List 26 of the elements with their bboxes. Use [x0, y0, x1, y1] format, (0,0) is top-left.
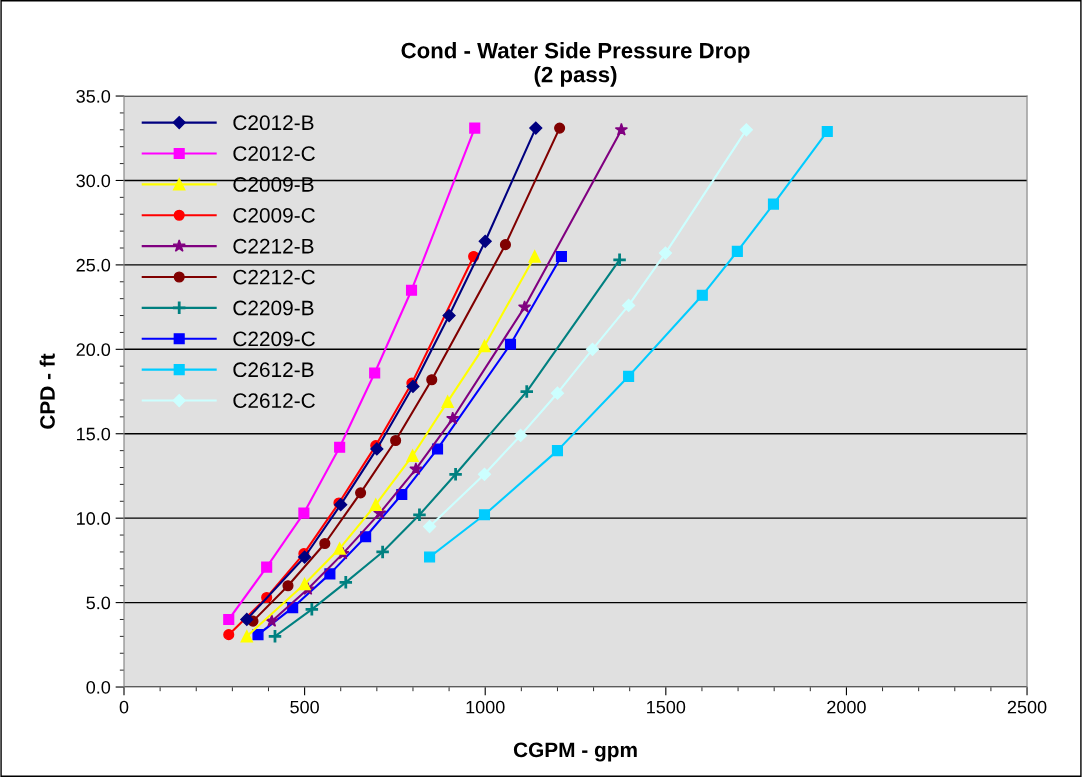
y-tick-label: 10.0: [77, 512, 111, 525]
x-tick-label: 0: [119, 700, 129, 714]
legend-label: C2209-B: [233, 300, 314, 316]
y-tick-label: 15.0: [77, 427, 111, 441]
x-tick-label: 1000: [466, 700, 505, 714]
y-axis-title: CPD - ft: [39, 353, 55, 429]
y-tick-label: 0.0: [86, 680, 111, 694]
y-tick-label: 35.0: [76, 89, 111, 103]
legend-label: C2612-C: [233, 393, 315, 408]
legend-label: C2009-C: [233, 207, 315, 223]
legend-label: C2012-B: [233, 115, 314, 131]
x-tick-label: 2500: [1007, 700, 1047, 714]
x-tick-label: 500: [290, 700, 319, 714]
x-axis-title: CGPM - gpm: [513, 742, 637, 762]
y-tick-label: 20.0: [76, 343, 111, 357]
legend-label: C2209-C: [233, 331, 315, 347]
y-tick-label: 30.0: [76, 174, 111, 188]
y-tick-label: 5.0: [86, 596, 111, 610]
chart-title: Cond - Water Side Pressure Drop (2 pass): [401, 42, 750, 87]
legend-label: C2612-B: [233, 362, 314, 378]
legend-label: C2212-C: [233, 269, 315, 285]
legend-label: C2212-B: [233, 238, 314, 254]
y-tick-label: 25.0: [76, 258, 111, 272]
x-tick-label: 2000: [827, 700, 866, 714]
x-tick-label: 1500: [647, 700, 686, 714]
legend-label: C2012-C: [233, 146, 315, 161]
